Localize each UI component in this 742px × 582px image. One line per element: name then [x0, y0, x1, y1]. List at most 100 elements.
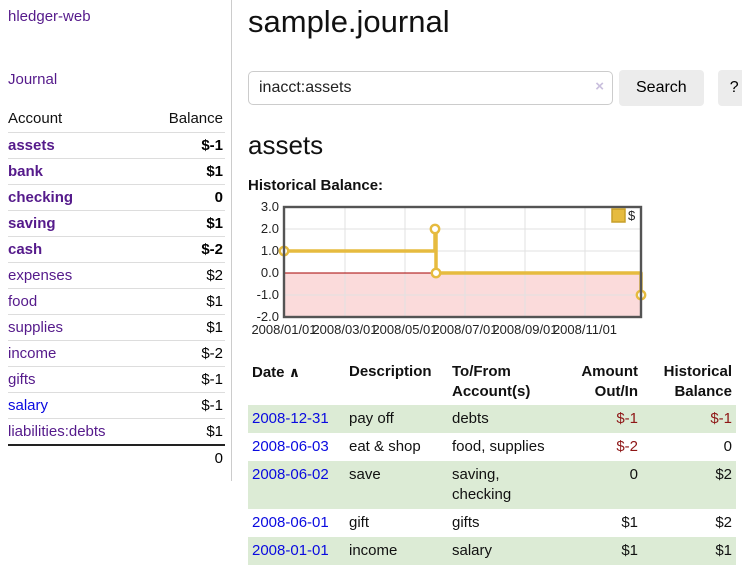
- transaction-amount: $-1: [616, 410, 638, 427]
- transaction-date-link[interactable]: 2008-12-31: [252, 410, 329, 427]
- register-col-accounts: To/From Account(s): [452, 363, 531, 400]
- account-balance: $1: [146, 314, 225, 341]
- transaction-accounts: food, supplies: [452, 438, 545, 455]
- transaction-accounts: gifts: [452, 514, 480, 531]
- x-axis-labels: 2008/01/01 2008/03/01 2008/05/01 2008/07…: [251, 322, 617, 337]
- account-link-saving[interactable]: saving: [8, 215, 56, 232]
- legend-label: $: [628, 208, 636, 223]
- transaction-accounts: debts: [452, 410, 489, 427]
- svg-text:2008/03/01: 2008/03/01: [312, 322, 377, 337]
- svg-text:2008/11/01: 2008/11/01: [553, 322, 617, 337]
- register-header-row: Date ∧ Description To/From Account(s) Am…: [248, 359, 736, 405]
- main-content: sample.journal × Search ? assets Histori…: [232, 0, 742, 565]
- account-balance: $-1: [146, 392, 225, 419]
- clear-search-icon[interactable]: ×: [595, 78, 604, 95]
- transaction-accounts: salary: [452, 542, 493, 559]
- account-balance: $-1: [146, 366, 225, 393]
- register-col-date[interactable]: Date ∧: [252, 364, 301, 381]
- transaction-balance: $2: [715, 466, 732, 483]
- register-row: 2008-12-31 pay off debts $-1 $-1: [248, 405, 736, 433]
- register-col-balance: Historical Balance: [663, 363, 732, 400]
- account-row-food: food $1: [8, 288, 225, 315]
- sidebar-item-journal[interactable]: Journal: [8, 71, 58, 88]
- account-link-expenses[interactable]: expenses: [8, 267, 73, 284]
- account-row-bank: bank $1: [8, 158, 225, 185]
- transaction-date-link[interactable]: 2008-06-03: [252, 438, 329, 455]
- svg-text:-2.0: -2.0: [257, 309, 279, 324]
- account-link-bank[interactable]: bank: [8, 163, 44, 180]
- sidebar: hledger-web Journal Account Balance asse…: [0, 0, 232, 481]
- svg-text:2008/01/01: 2008/01/01: [251, 322, 316, 337]
- transaction-balance: 0: [723, 438, 732, 455]
- search-button[interactable]: Search: [619, 70, 704, 106]
- sort-ascending-icon: ∧: [288, 364, 301, 380]
- transaction-amount: 0: [629, 466, 638, 483]
- search-input[interactable]: [248, 71, 613, 105]
- account-link-income[interactable]: income: [8, 345, 57, 362]
- account-balance: $-2: [146, 340, 225, 367]
- svg-text:2008/05/01: 2008/05/01: [372, 322, 437, 337]
- account-row-supplies: supplies $1: [8, 314, 225, 341]
- account-link-checking[interactable]: checking: [8, 189, 74, 206]
- transaction-description: save: [349, 466, 381, 483]
- account-row-income: income $-2: [8, 340, 225, 367]
- account-balance: $-1: [146, 132, 225, 159]
- legend-swatch-icon: [611, 208, 626, 223]
- transaction-balance: $1: [715, 542, 732, 559]
- register-row: 2008-06-03 eat & shop food, supplies $-2…: [248, 433, 736, 461]
- account-balance: 0: [146, 184, 225, 211]
- register-col-amount: Amount Out/In: [581, 363, 638, 400]
- account-link-assets[interactable]: assets: [8, 137, 55, 154]
- account-link-liabilities-debts[interactable]: liabilities:debts: [8, 423, 106, 440]
- account-link-food[interactable]: food: [8, 293, 38, 310]
- account-balance: $1: [146, 418, 225, 445]
- accounts-col-balance: Balance: [168, 110, 223, 127]
- transaction-description: gift: [349, 514, 370, 531]
- account-row-checking: checking 0: [8, 184, 225, 211]
- page-title: sample.journal: [248, 4, 450, 39]
- account-link-gifts[interactable]: gifts: [8, 371, 36, 388]
- account-balance: $1: [146, 288, 225, 315]
- account-row-cash: cash $-2: [8, 236, 225, 263]
- svg-text:0.0: 0.0: [261, 265, 279, 280]
- app-title-link[interactable]: hledger-web: [8, 8, 91, 25]
- transaction-date-link[interactable]: 2008-01-01: [252, 542, 329, 559]
- transaction-amount: $1: [621, 542, 638, 559]
- transaction-description: eat & shop: [349, 438, 421, 455]
- account-row-expenses: expenses $2: [8, 262, 225, 289]
- account-row-saving: saving $1: [8, 210, 225, 237]
- transaction-date-link[interactable]: 2008-06-02: [252, 466, 329, 483]
- svg-text:1.0: 1.0: [261, 243, 279, 258]
- account-balance: $1: [146, 210, 225, 237]
- historical-balance-chart: $ 3.0 2.0 1.0 0.0 -1.0 -2.0 2008/01/01 2…: [248, 200, 742, 345]
- account-balance: $-2: [146, 236, 225, 263]
- account-heading: assets: [248, 130, 324, 160]
- chart-canvas: $ 3.0 2.0 1.0 0.0 -1.0 -2.0 2008/01/01 2…: [251, 200, 647, 337]
- svg-text:3.0: 3.0: [261, 200, 279, 214]
- account-link-cash[interactable]: cash: [8, 241, 43, 258]
- account-link-salary[interactable]: salary: [8, 397, 49, 414]
- chart-heading: Historical Balance:: [248, 177, 384, 194]
- accounts-col-account: Account: [8, 110, 63, 127]
- transaction-amount: $-2: [616, 438, 638, 455]
- svg-text:2008/07/01: 2008/07/01: [432, 322, 497, 337]
- accounts-table: Account Balance assets $-1 bank $1 check…: [8, 106, 225, 471]
- transaction-balance: $-1: [710, 410, 732, 427]
- accounts-total-value: 0: [146, 444, 225, 471]
- plot-border: [282, 205, 643, 319]
- data-point-markers: [278, 223, 647, 301]
- account-link-supplies[interactable]: supplies: [8, 319, 64, 336]
- svg-text:-1.0: -1.0: [257, 287, 279, 302]
- transaction-date-link[interactable]: 2008-06-01: [252, 514, 329, 531]
- register-table: Date ∧ Description To/From Account(s) Am…: [248, 359, 736, 565]
- transaction-description: income: [349, 542, 398, 559]
- account-balance: $2: [146, 262, 225, 289]
- help-button[interactable]: ?: [717, 70, 742, 106]
- transaction-amount: $1: [621, 514, 638, 531]
- account-balance: $1: [146, 158, 225, 185]
- register-row: 2008-06-01 gift gifts $1 $2: [248, 509, 736, 537]
- transaction-accounts: saving, checking: [452, 466, 512, 503]
- gridlines: [284, 207, 641, 317]
- transaction-balance: $2: [715, 514, 732, 531]
- register-row: 2008-06-02 save saving, checking 0 $2: [248, 461, 736, 509]
